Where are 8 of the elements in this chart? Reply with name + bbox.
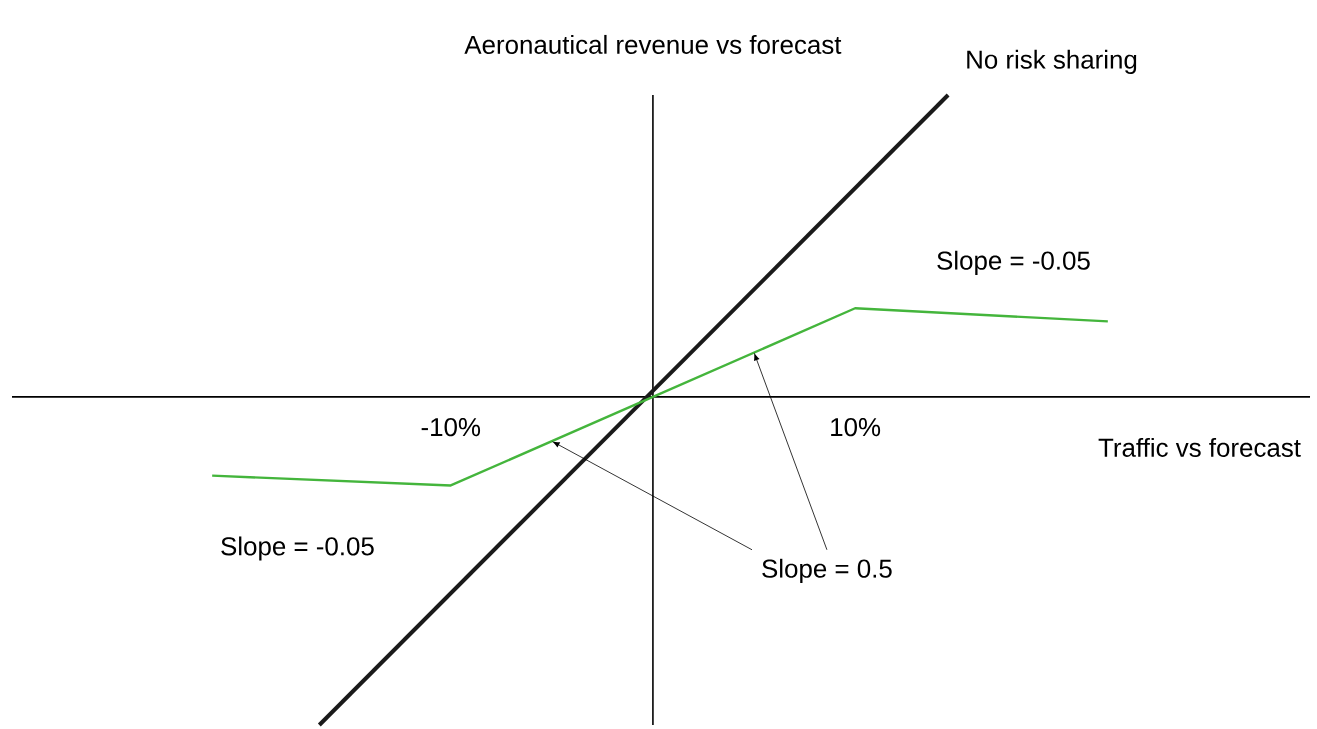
series-label: No risk sharing: [967, 49, 1137, 74]
y-axis-title: Aeronautical revenue vs forecast: [464, 34, 842, 54]
x-axis-title: Traffic vs forecast: [1098, 437, 1301, 457]
annotation: Slope = -0.05: [937, 250, 1090, 275]
x-tick-label: 10%: [831, 417, 881, 437]
x-tick-label: -10%: [421, 417, 481, 437]
annotation: Slope = 0.5: [762, 558, 892, 583]
annotation: Slope = -0.05: [221, 536, 374, 561]
